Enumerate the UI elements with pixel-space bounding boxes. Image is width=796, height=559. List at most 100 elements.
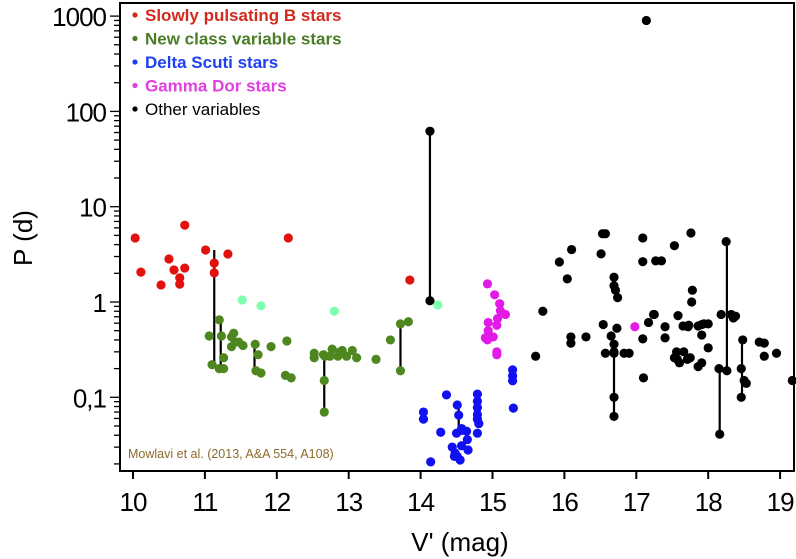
y-tick-label: 100: [66, 97, 107, 127]
point-gamma-dor-stars: [492, 320, 502, 330]
point-slowly-pulsating-b-stars: [209, 268, 219, 278]
point-slowly-pulsating-b-stars: [175, 279, 185, 289]
tick-labels: 10 11 12 13 14 15 16 17 18 19 1000 100 10 1 0,1: [52, 2, 795, 517]
point-delta-scuti-stars: [474, 418, 484, 429]
point-delta-scuti-stars: [455, 455, 465, 465]
point-gamma-dor-stars: [630, 322, 640, 332]
point-other-variables: [609, 272, 619, 282]
point-new-class-variable-stars: [282, 336, 292, 346]
point-new-class-variable-stars: [319, 375, 329, 386]
point-delta-scuti-stars: [472, 402, 483, 413]
point-other-variables: [736, 364, 746, 374]
point-new-class-variable-stars: [341, 351, 352, 361]
point-other-variables: [660, 322, 670, 332]
point-other-variables: [638, 257, 648, 267]
legend-label: Gamma Dor stars: [145, 77, 287, 96]
point-other-variables: [609, 347, 619, 357]
point-other-variables: [638, 373, 649, 383]
point-new-class-variable-stars-light: [237, 295, 247, 305]
point-slowly-pulsating-b-stars: [283, 233, 293, 243]
point-other-variables: [686, 228, 696, 238]
point-delta-scuti-stars: [508, 403, 518, 413]
y-axis-title: P (d): [8, 210, 38, 266]
point-new-class-variable-stars: [214, 315, 224, 325]
point-other-variables: [679, 347, 689, 357]
point-new-class-variable-stars: [204, 331, 214, 341]
point-other-variables: [738, 335, 748, 345]
point-new-class-variable-stars: [266, 342, 276, 352]
point-gamma-dor-stars: [482, 335, 493, 345]
x-tick-label: 19: [767, 487, 794, 517]
point-other-variables: [581, 332, 591, 342]
x-tick-label: 17: [623, 487, 650, 517]
point-new-class-variable-stars: [309, 353, 319, 363]
point-new-class-variable-stars: [403, 317, 413, 327]
x-tick-label: 13: [335, 487, 362, 517]
point-slowly-pulsating-b-stars: [169, 265, 179, 275]
point-new-class-variable-stars: [327, 344, 337, 354]
point-new-class-variable-stars: [253, 350, 263, 360]
point-other-variables: [606, 331, 616, 341]
point-new-class-variable-stars: [395, 319, 406, 329]
point-new-class-variable-stars: [218, 364, 229, 374]
point-new-class-variable-stars: [395, 366, 406, 376]
point-delta-scuti-stars: [441, 390, 452, 400]
point-other-variables: [673, 310, 683, 321]
point-other-variables: [566, 244, 577, 255]
point-other-variables: [538, 306, 548, 316]
point-other-variables: [612, 323, 622, 333]
point-gamma-dor-stars: [492, 350, 502, 360]
legend-label: Slowly pulsating B stars: [145, 6, 342, 25]
point-other-variables: [600, 348, 610, 358]
point-other-variables: [703, 343, 713, 353]
point-delta-scuti-stars: [472, 396, 483, 406]
point-delta-scuti-stars: [462, 426, 472, 436]
point-other-variables: [609, 411, 619, 422]
point-other-variables: [600, 229, 610, 239]
point-slowly-pulsating-b-stars: [164, 254, 174, 264]
point-other-variables: [609, 339, 619, 349]
point-gamma-dor-stars: [483, 326, 493, 336]
point-other-variables: [730, 311, 741, 321]
point-gamma-dor-stars: [482, 279, 493, 289]
legend-marker: [132, 82, 138, 89]
point-other-variables: [672, 354, 682, 364]
point-new-class-variable-stars: [216, 331, 227, 341]
point-slowly-pulsating-b-stars: [130, 233, 140, 243]
point-delta-scuti-stars: [452, 400, 462, 410]
point-slowly-pulsating-b-stars: [156, 280, 166, 290]
point-slowly-pulsating-b-stars: [201, 245, 211, 255]
point-other-variables: [669, 241, 680, 251]
linked-pairs-layer: [213, 131, 744, 436]
point-new-class-variable-stars: [319, 407, 329, 417]
point-other-variables: [722, 366, 732, 376]
point-new-class-variable-stars: [218, 353, 229, 363]
point-new-class-variable-stars: [286, 373, 296, 383]
point-other-variables: [656, 256, 667, 266]
legend: Slowly pulsating B stars New class variab…: [132, 6, 342, 119]
point-other-variables: [716, 309, 726, 320]
point-delta-scuti-stars: [418, 407, 429, 417]
point-slowly-pulsating-b-stars: [180, 263, 190, 273]
point-other-variables: [643, 317, 654, 328]
point-other-variables: [609, 392, 619, 402]
point-other-variables: [714, 364, 724, 374]
point-other-variables: [531, 351, 541, 361]
point-new-class-variable-stars: [335, 347, 345, 357]
point-new-class-variable-stars-light: [433, 300, 443, 310]
point-other-variables: [613, 293, 623, 303]
point-gamma-dor-stars: [495, 299, 505, 309]
point-delta-scuti-stars: [472, 428, 483, 438]
point-other-variables: [638, 334, 648, 344]
point-delta-scuti-stars: [436, 427, 446, 437]
y-tick-label: 1000: [52, 2, 106, 32]
point-delta-scuti-stars: [454, 410, 464, 420]
point-other-variables: [610, 285, 621, 295]
point-other-variables: [641, 15, 651, 26]
x-tick-label: 18: [695, 487, 722, 517]
y-tick-label: 10: [79, 193, 106, 223]
x-axis-title: V' (mag): [411, 527, 508, 557]
point-other-variables: [660, 333, 670, 343]
point-delta-scuti-stars: [508, 376, 518, 386]
